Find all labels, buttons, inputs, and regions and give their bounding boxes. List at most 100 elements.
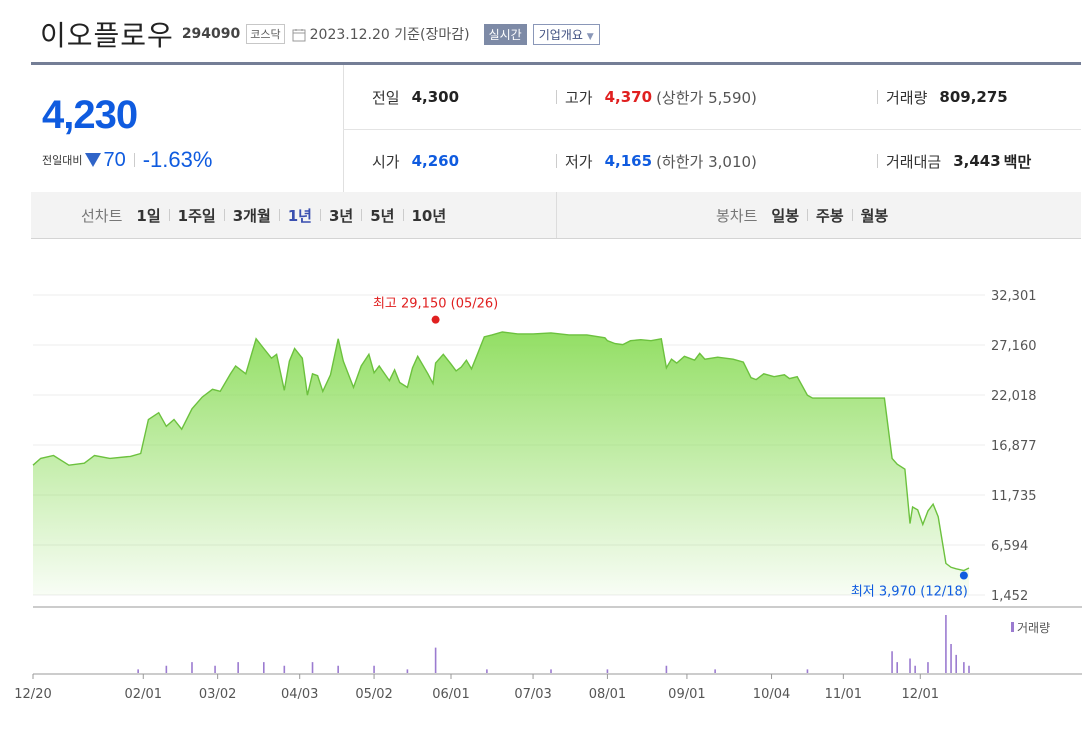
divider (877, 154, 878, 168)
volume-bar (214, 665, 216, 673)
stats-row-1: 전일 4,300 고가 4,370 (상한가 5,590) 거래량 809,27… (343, 65, 1081, 130)
high-label: 최고 29,150 (05/26) (373, 297, 498, 312)
base-date: 2023.12.20 기준(장마감) (309, 27, 470, 43)
open-label: 시가 (372, 152, 400, 171)
volume-bar (237, 662, 239, 673)
low-label: 최저 3,970 (12/18) (851, 585, 968, 600)
price-chart: 32,301 27,160 22,018 16,877 11,735 6,594 1,452… (14, 289, 1082, 702)
volume-bar (283, 665, 286, 673)
period-5y[interactable]: 5년 (370, 206, 395, 225)
line-chart-periods: 선차트 1일 1주일 3개월 1년 3년 5년 10년 (81, 192, 446, 238)
divider (556, 192, 557, 238)
divider (556, 90, 557, 104)
volume-bar (891, 651, 893, 673)
period-1d[interactable]: 1일 (136, 206, 161, 225)
x-tick-label: 06/01 (432, 687, 469, 702)
volume-bar (191, 662, 193, 673)
volume-bar (896, 662, 898, 673)
price-area (33, 332, 969, 595)
down-arrow-icon (85, 153, 102, 167)
volume-bar (945, 615, 947, 673)
period-1y[interactable]: 1년 (287, 206, 312, 225)
company-overview-label: 기업개요 (538, 27, 583, 42)
x-tick-label: 02/01 (125, 687, 162, 702)
chevron-down-icon: ▼ (586, 31, 594, 42)
volume: 거래량 809,275 (877, 65, 1008, 129)
period-selector: 선차트 1일 1주일 3개월 1년 3년 5년 10년 봉차트 일봉 주봉 월봉 (31, 192, 1081, 239)
candle-chart-periods: 봉차트 일봉 주봉 월봉 (716, 192, 888, 238)
low-price: 저가 4,165 (하한가 3,010) (556, 129, 757, 193)
volume-bar (606, 669, 609, 673)
y-tick-label: 16,877 (991, 439, 1037, 454)
stock-name: 이오플로우 (40, 19, 174, 52)
volume-value: 809,275 (939, 88, 1008, 106)
realtime-button[interactable]: 실시간 (483, 23, 527, 45)
change-amount: 70 (103, 148, 126, 171)
volume-bar (914, 665, 916, 673)
stats-row-2: 시가 4,260 저가 4,165 (하한가 3,010) 거래대금 3,443… (343, 129, 1081, 193)
low-marker (959, 571, 968, 580)
divider (223, 209, 225, 221)
x-tick-label: 08/01 (589, 687, 626, 702)
y-tick-label: 11,735 (991, 489, 1037, 504)
volume-label: 거래량 (886, 88, 928, 107)
period-3m[interactable]: 3개월 (232, 206, 271, 225)
divider (320, 209, 321, 221)
x-tick-label: 07/03 (514, 687, 551, 702)
low-value: 4,165 (604, 152, 653, 170)
open-price: 시가 4,260 (372, 129, 459, 193)
prev-close-value: 4,300 (411, 88, 460, 106)
x-tick-label: 05/02 (355, 687, 392, 702)
volume-bar (262, 662, 265, 673)
volume-bar (550, 669, 552, 673)
price-line (32, 331, 970, 572)
volume-bar (165, 665, 168, 673)
stock-code: 294090 (181, 26, 241, 42)
volume-bar (486, 669, 488, 673)
trading-amount: 거래대금 3,443 백만 (877, 129, 1031, 193)
divider (133, 153, 135, 167)
candle-weekly[interactable]: 주봉 (816, 206, 844, 225)
lower-limit: (하한가 3,010) (656, 152, 757, 171)
divider (168, 209, 170, 221)
y-tick-label: 32,301 (991, 289, 1037, 304)
period-1w[interactable]: 1주일 (177, 206, 216, 225)
period-3y[interactable]: 3년 (329, 206, 354, 225)
volume-bar (406, 669, 409, 673)
volume-bar (968, 665, 970, 673)
period-10y[interactable]: 10년 (411, 206, 447, 225)
y-tick-label: 1,452 (991, 589, 1028, 604)
volume-bar (806, 669, 809, 673)
x-tick-label: 11/01 (825, 687, 862, 702)
upper-limit: (상한가 5,590) (656, 88, 757, 107)
market-badge: 코스닥 (246, 24, 285, 44)
divider (278, 209, 280, 221)
candle-daily[interactable]: 일봉 (771, 206, 800, 225)
candle-monthly[interactable]: 월봉 (860, 206, 889, 225)
x-tick-label: 03/02 (199, 687, 236, 702)
y-tick-label: 27,160 (991, 339, 1037, 354)
volume-bar (137, 669, 139, 673)
volume-bar (665, 665, 668, 673)
candle-chart-label: 봉차트 (716, 206, 758, 225)
amount-label: 거래대금 (886, 152, 942, 171)
prev-close: 전일 4,300 (372, 65, 459, 129)
volume-bar (927, 662, 929, 673)
high-price: 고가 4,370 (상한가 5,590) (556, 65, 757, 129)
y-tick-label: 6,594 (991, 539, 1028, 554)
volume-bar (373, 665, 375, 673)
high-marker (431, 315, 440, 324)
divider (361, 209, 363, 221)
line-chart-label: 선차트 (81, 206, 123, 225)
price-cell: 4,230 전일대비 70 -1.63% (31, 65, 344, 195)
change-label: 전일대비 (42, 154, 83, 167)
company-overview-dropdown[interactable]: 기업개요 ▼ (532, 23, 600, 45)
calendar-icon (292, 27, 306, 42)
divider (556, 154, 557, 168)
current-price: 4,230 (42, 93, 138, 137)
divider (402, 209, 404, 221)
divider (877, 90, 878, 104)
volume-bar (909, 658, 911, 673)
y-tick-label: 22,018 (991, 389, 1037, 404)
volume-bar (434, 647, 437, 673)
